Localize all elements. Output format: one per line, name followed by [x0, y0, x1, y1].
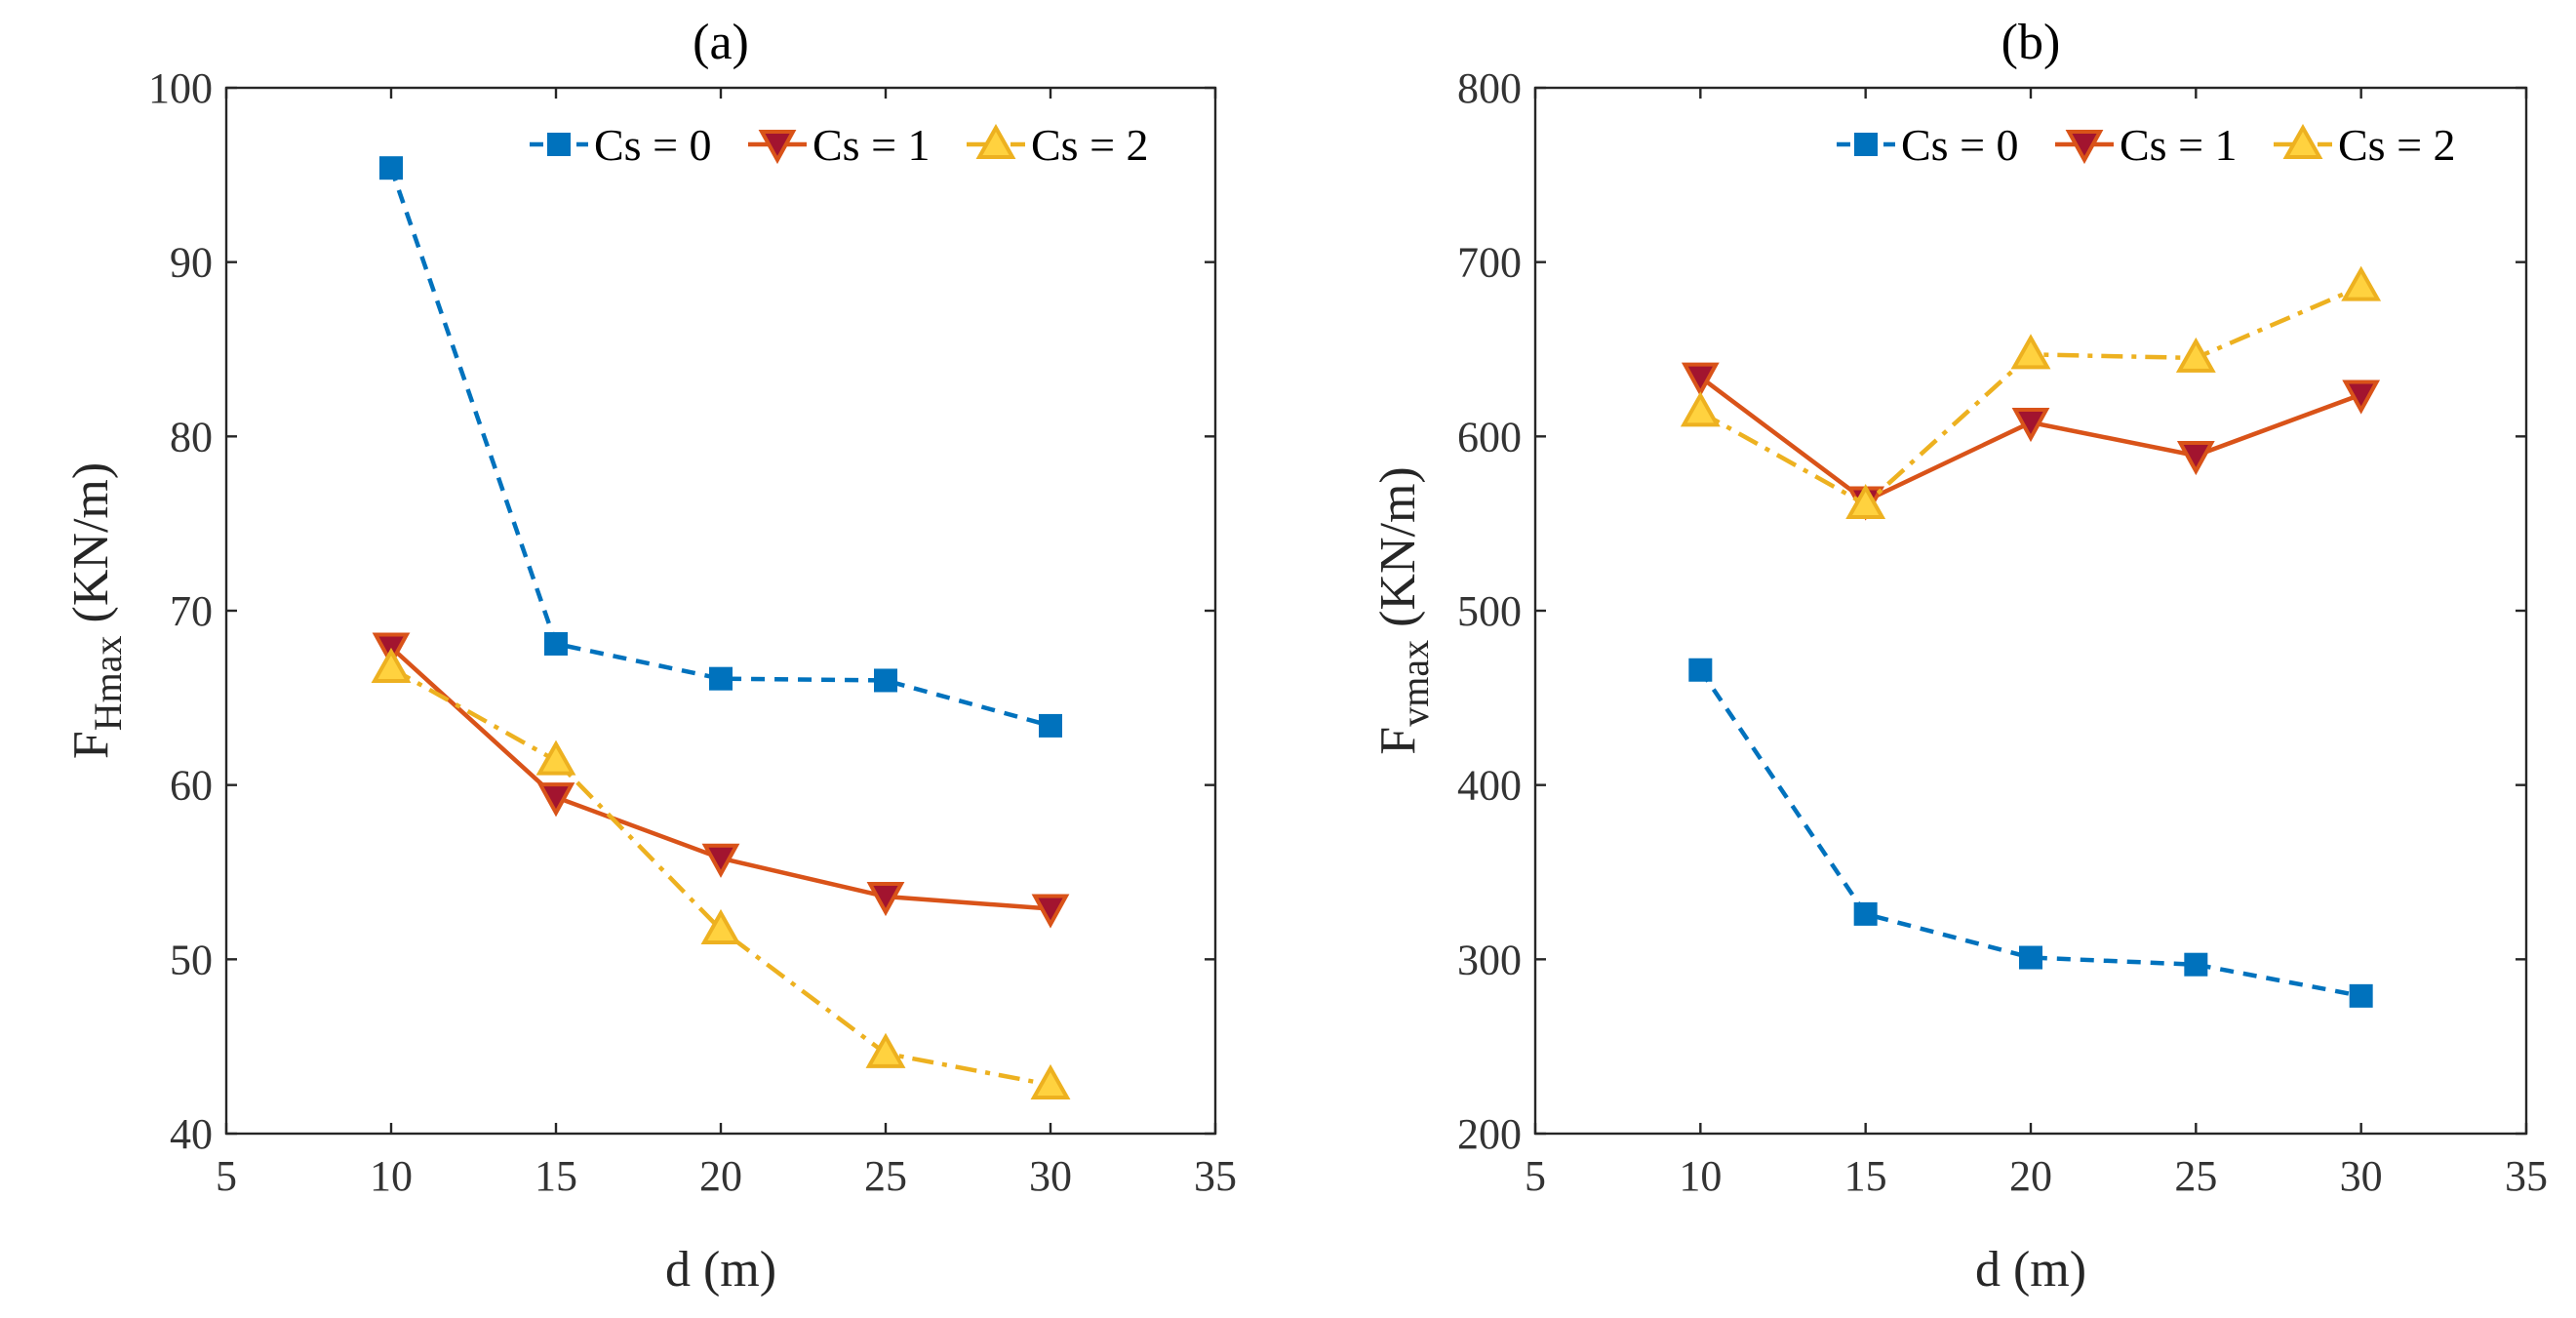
y-tick-label: 300	[1457, 936, 1522, 983]
series-line-cs-0	[1698, 668, 2362, 999]
data-point-cs-2	[700, 908, 741, 944]
legend-label-cs-0: Cs = 0	[1901, 120, 2019, 170]
data-series	[371, 156, 1071, 1099]
data-series	[1680, 265, 2382, 1008]
data-point-cs-0	[2019, 945, 2042, 970]
legend: Cs = 0 Cs = 1 Cs = 2	[1837, 120, 2456, 170]
legend: Cs = 0 Cs = 1 Cs = 2	[530, 120, 1149, 170]
data-point-cs-1	[701, 843, 740, 878]
data-point-cs-2	[2010, 334, 2051, 370]
data-point-cs-1	[2176, 440, 2215, 476]
panel-title: (b)	[2001, 15, 2061, 70]
x-tick-label: 20	[2009, 1152, 2052, 1200]
data-point-cs-2	[1030, 1063, 1071, 1099]
data-point-cs-0	[709, 666, 733, 691]
series-line-cs-0	[388, 167, 1051, 729]
axes-box	[1533, 86, 2528, 1136]
series-line-cs-2	[1699, 284, 2362, 507]
y-axis-label-main: F	[1370, 727, 1426, 755]
data-point-cs-0	[1688, 658, 1713, 682]
legend-marker-cs-2	[975, 123, 1016, 159]
x-tick-label: 25	[864, 1152, 907, 1200]
data-point-cs-0	[379, 156, 403, 180]
data-point-cs-2	[371, 647, 412, 683]
x-tick-label: 10	[1679, 1152, 1722, 1200]
x-axis-label: d (m)	[665, 1242, 776, 1298]
legend-label-cs-2: Cs = 2	[1031, 120, 1149, 170]
data-point-cs-2	[865, 1032, 906, 1068]
y-tick-label: 600	[1457, 413, 1522, 460]
x-tick-label: 35	[1194, 1152, 1237, 1200]
axes-ticks: 5 10 15 20 25 30 35 40 50 60 70 80 90 100	[148, 64, 1237, 1200]
x-tick-label: 15	[535, 1152, 577, 1200]
axes-ticks: 5 10 15 20 25 30 35 200 300 400 500 600 700 800	[1457, 64, 2548, 1200]
y-tick-label: 100	[148, 64, 213, 112]
y-tick-label: 90	[170, 239, 213, 287]
y-tick-label: 700	[1457, 239, 1522, 287]
data-point-cs-1	[1031, 894, 1070, 929]
legend-label-cs-1: Cs = 1	[812, 120, 931, 170]
y-tick-label: 40	[170, 1110, 213, 1158]
data-point-cs-0	[544, 631, 568, 656]
data-point-cs-1	[1681, 362, 1720, 397]
y-axis-label-sub: vmax	[1393, 640, 1437, 727]
x-tick-label: 20	[699, 1152, 742, 1200]
x-axis-label: d (m)	[1975, 1242, 2086, 1298]
x-tick-label: 30	[1029, 1152, 1072, 1200]
x-tick-label: 25	[2174, 1152, 2217, 1200]
y-axis-label: FHmax (KN/m)	[63, 462, 130, 759]
legend-label-cs-1: Cs = 1	[2120, 120, 2238, 170]
data-point-cs-1	[2011, 408, 2050, 443]
y-axis-label-main: F	[63, 731, 119, 759]
y-tick-label: 80	[170, 413, 213, 460]
legend-marker-cs-1	[2065, 130, 2104, 165]
x-tick-label: 5	[1525, 1152, 1546, 1200]
legend-marker-cs-0	[547, 133, 571, 156]
legend-marker-cs-1	[758, 130, 797, 165]
x-tick-label: 35	[2505, 1152, 2548, 1200]
data-point-cs-2	[535, 739, 576, 776]
y-axis-label-sub: Hmax	[86, 635, 130, 731]
data-point-cs-1	[2342, 379, 2381, 415]
data-point-cs-2	[1680, 391, 1721, 427]
data-point-cs-0	[2349, 983, 2373, 1008]
data-point-cs-0	[2184, 952, 2208, 977]
data-point-cs-2	[2341, 265, 2382, 301]
y-axis-label: Fvmax (KN/m)	[1370, 466, 1437, 754]
panel-title: (a)	[693, 15, 749, 70]
x-tick-label: 10	[370, 1152, 413, 1200]
panel-b: (b) 5 10 15 20 25 30 35 200 300 400 500 600 700 800 C…	[1370, 15, 2548, 1298]
data-point-cs-0	[1853, 901, 1878, 926]
legend-marker-cs-0	[1854, 133, 1878, 156]
axes-box	[224, 86, 1217, 1136]
legend-label-cs-2: Cs = 2	[2338, 120, 2456, 170]
legend-label-cs-0: Cs = 0	[594, 120, 712, 170]
legend-marker-cs-2	[2282, 123, 2323, 159]
data-point-cs-0	[1039, 713, 1062, 738]
x-tick-label: 15	[1844, 1152, 1887, 1200]
data-point-cs-2	[2175, 337, 2216, 373]
y-tick-label: 50	[170, 936, 213, 983]
data-point-cs-2	[1845, 483, 1886, 520]
y-tick-label: 400	[1457, 762, 1522, 810]
y-tick-label: 70	[170, 587, 213, 635]
y-tick-label: 800	[1457, 64, 1522, 112]
y-tick-label: 200	[1457, 1110, 1522, 1158]
data-point-cs-1	[536, 782, 575, 818]
y-tick-label: 60	[170, 762, 213, 810]
y-tick-label: 500	[1457, 587, 1522, 635]
data-point-cs-0	[874, 668, 897, 693]
data-point-cs-1	[866, 882, 905, 917]
x-tick-label: 30	[2340, 1152, 2383, 1200]
x-tick-label: 5	[216, 1152, 237, 1200]
y-axis-label-unit: (KN/m)	[1370, 466, 1426, 640]
y-axis-label-unit: (KN/m)	[63, 462, 119, 636]
